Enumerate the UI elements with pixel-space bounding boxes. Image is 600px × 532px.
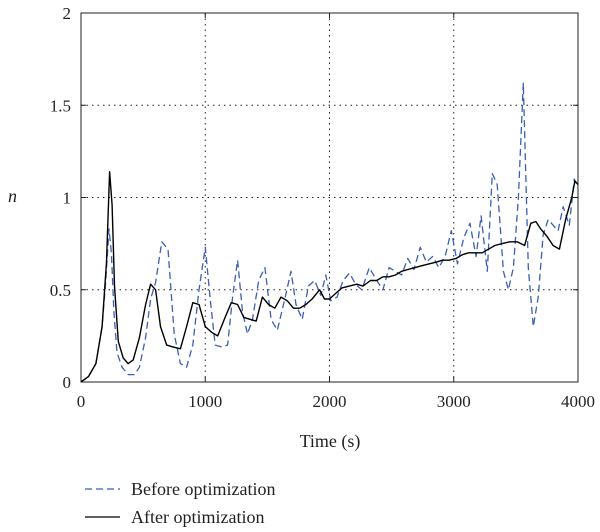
x-axis-label: Time (s) xyxy=(300,431,361,452)
y-tick-label: 0 xyxy=(63,373,72,392)
legend: Before optimization After optimization xyxy=(85,479,275,527)
x-tick-label: 3000 xyxy=(437,392,471,411)
x-tick-labels: 0 1000 2000 3000 4000 xyxy=(77,392,595,411)
y-tick-label: 2 xyxy=(63,4,72,23)
x-tick-label: 0 xyxy=(77,392,86,411)
legend-label-before: Before optimization xyxy=(131,479,275,499)
axis-ticks xyxy=(80,12,579,383)
y-tick-label: 1.5 xyxy=(50,96,71,115)
y-axis-label: n xyxy=(8,186,17,206)
legend-label-after: After optimization xyxy=(131,507,264,527)
y-tick-label: 1 xyxy=(63,189,72,208)
x-tick-label: 1000 xyxy=(188,392,222,411)
series-layer xyxy=(80,82,579,383)
x-tick-label: 4000 xyxy=(561,392,595,411)
series-line-after-optimization xyxy=(80,170,579,383)
series-line-before-optimization xyxy=(80,82,579,383)
y-tick-labels: 0 0.5 1 1.5 2 xyxy=(50,4,71,392)
x-tick-label: 2000 xyxy=(313,392,347,411)
grid-lines xyxy=(81,13,578,382)
y-tick-label: 0.5 xyxy=(50,281,71,300)
